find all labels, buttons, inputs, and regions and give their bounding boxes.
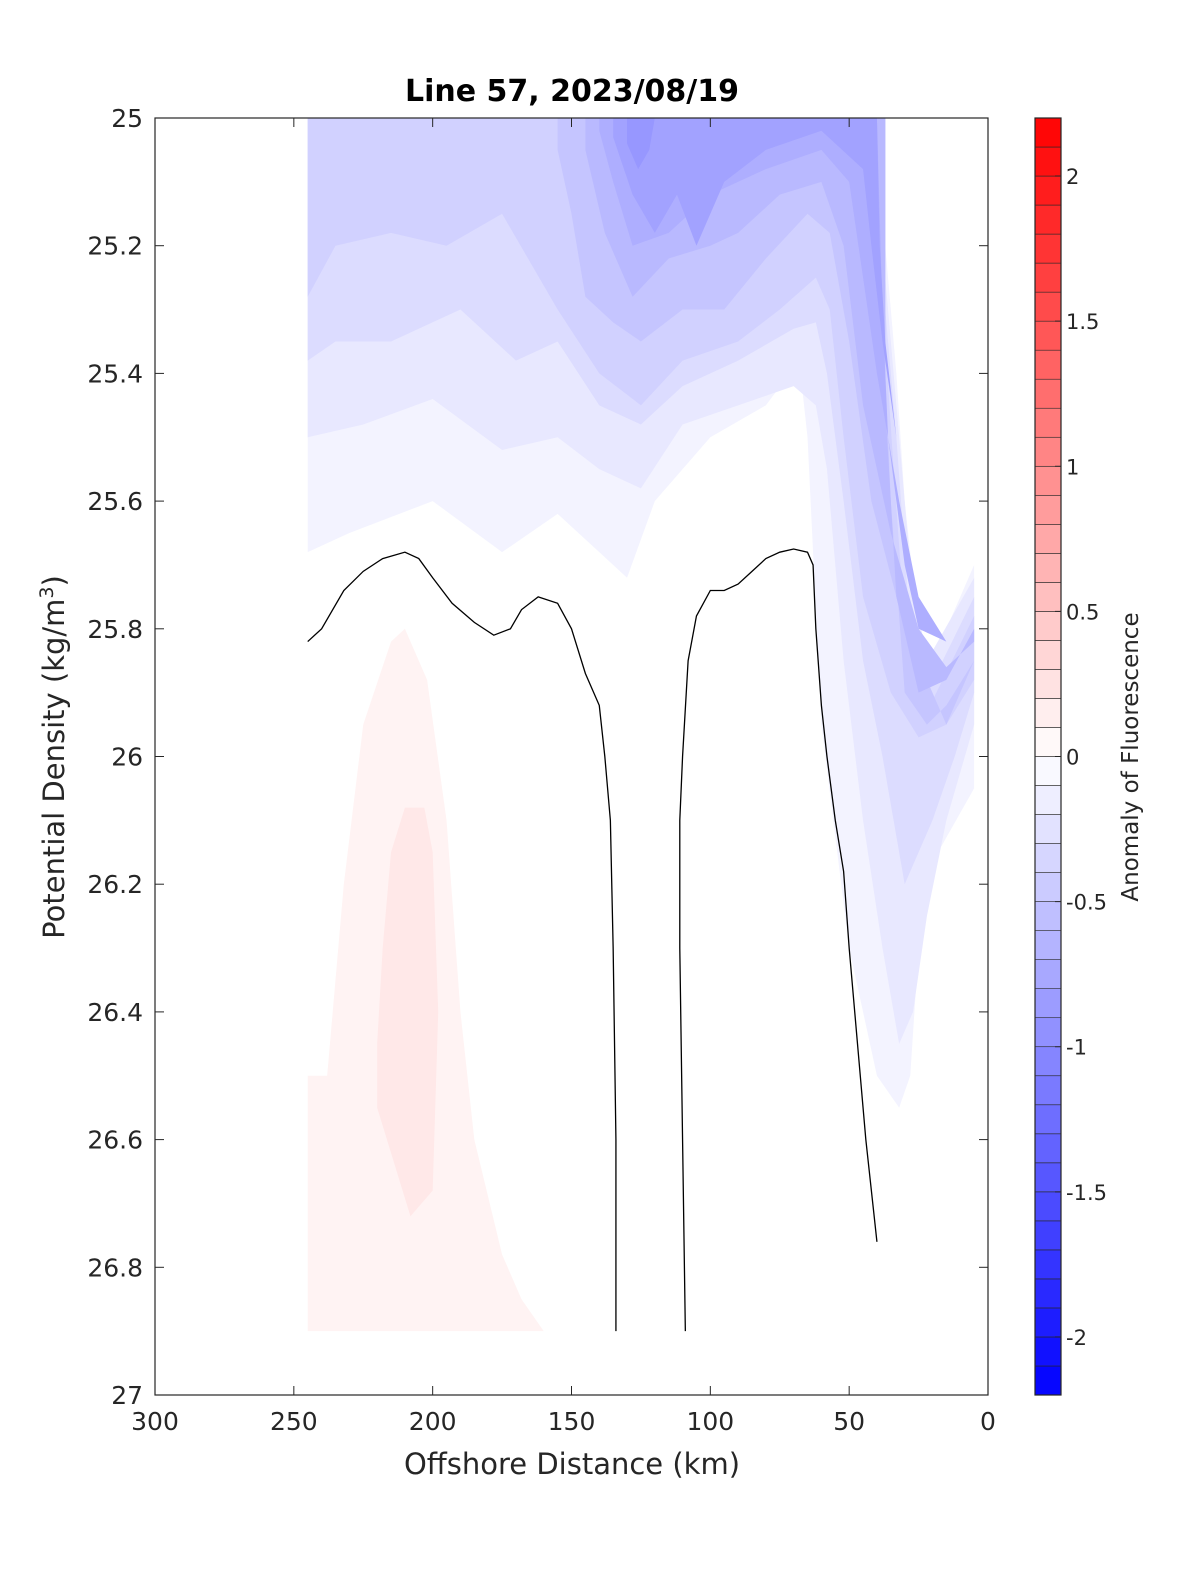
colorbar-step: [1034, 814, 1062, 844]
colorbar-step: [1034, 1220, 1062, 1251]
y-axis-label-close: ): [37, 575, 71, 586]
colorbar-step: [1034, 233, 1062, 264]
colorbar-step: [1034, 901, 1062, 931]
x-tick-label: 100: [686, 1407, 734, 1436]
colorbar-step: [1034, 349, 1062, 380]
colorbar-tick-label: 0.5: [1066, 600, 1099, 624]
x-axis-ticks: 300 250 200 150 100 50 0: [131, 118, 996, 1436]
negative-band-0.7: [599, 118, 947, 642]
colorbar-step: [1034, 465, 1062, 496]
colorbar-step: [1034, 436, 1062, 467]
negative-band-0.3: [307, 118, 975, 885]
x-tick-label: 50: [833, 1407, 865, 1436]
colorbar-step: [1034, 959, 1062, 989]
colorbar-tick-label: 1: [1066, 455, 1079, 479]
colorbar-step: [1034, 1307, 1062, 1338]
positive-band-0.2: [377, 807, 439, 1217]
x-tick-label: 0: [980, 1407, 996, 1436]
colorbar-tick-label: 1.5: [1066, 310, 1099, 334]
negative-band-0.4: [307, 118, 975, 738]
zero-contour-lines: [307, 548, 878, 1332]
zero-contour-inshore: [679, 548, 878, 1332]
x-tick-label: 200: [409, 1407, 457, 1436]
colorbar-step: [1034, 1162, 1062, 1193]
y-tick-label: 26.4: [87, 998, 143, 1027]
colorbar-tick-label: -1: [1066, 1036, 1087, 1060]
colorbar-step: [1034, 1017, 1062, 1048]
x-tick-label: 300: [131, 1407, 179, 1436]
colorbar-step: [1034, 146, 1062, 177]
colorbar-step: [1034, 175, 1062, 206]
colorbar-step: [1034, 872, 1062, 902]
chart-title: Line 57, 2023/08/19: [405, 74, 739, 109]
negative-band-0.2: [307, 118, 975, 1044]
colorbar-step: [1034, 988, 1062, 1019]
x-tick-label: 250: [270, 1407, 318, 1436]
y-tick-label: 25.6: [87, 487, 143, 516]
colorbar-step: [1034, 553, 1062, 583]
colorbar-tick-label: 2: [1066, 165, 1079, 189]
colorbar-tick-label: -0.5: [1066, 891, 1107, 915]
x-tick-label: 150: [548, 1407, 596, 1436]
y-axis-ticks: 25 25.2 25.4 25.6 25.8 26 26.2 26.4 26.6 26.8 27: [87, 104, 988, 1410]
colorbar-step: [1034, 524, 1062, 554]
colorbar-step: [1034, 1075, 1062, 1106]
colorbar-step: [1034, 1191, 1062, 1222]
colorbar-step: [1034, 843, 1062, 873]
colorbar-step: [1034, 640, 1062, 670]
colorbar-step: [1034, 1046, 1062, 1077]
y-tick-label: 26.2: [87, 870, 143, 899]
colorbar-step: [1034, 582, 1062, 612]
colorbar-tick-label: 0: [1066, 746, 1079, 770]
colorbar-step: [1034, 262, 1062, 293]
colorbar-step: [1034, 204, 1062, 235]
y-axis-label-superscript: 3: [36, 586, 58, 598]
y-tick-label: 25: [111, 104, 143, 133]
y-tick-label: 25.4: [87, 359, 143, 388]
colorbar-step: [1034, 669, 1062, 699]
y-tick-label: 25.8: [87, 615, 143, 644]
colorbar-step: [1034, 1336, 1062, 1367]
negative-band-0.8: [613, 118, 897, 438]
x-axis-label: Offshore Distance (km): [404, 1447, 740, 1481]
colorbar-step: [1034, 378, 1062, 409]
colorbar-step: [1034, 1249, 1062, 1280]
zero-contour-offshore: [307, 551, 617, 1332]
colorbar-step: [1034, 117, 1062, 148]
colorbar-step: [1034, 1133, 1062, 1164]
colorbar-step: [1034, 727, 1062, 757]
y-tick-label: 26: [111, 743, 143, 772]
colorbar-ticks: -2 -1.5 -1 -0.5 0 0.5 1 1.5 2: [1055, 165, 1107, 1350]
colorbar-label: Anomaly of Fluorescence: [1118, 612, 1144, 901]
colorbar-step: [1034, 407, 1062, 438]
y-tick-label: 26.6: [87, 1126, 143, 1155]
colorbar-step: [1034, 611, 1062, 641]
colorbar-step: [1034, 494, 1062, 525]
colorbar-step: [1034, 785, 1062, 815]
colorbar-step: [1034, 1104, 1062, 1135]
colorbar-step: [1034, 1365, 1062, 1396]
colorbar-step: [1034, 291, 1062, 322]
colorbar-tick-label: -1.5: [1066, 1181, 1107, 1205]
colorbar-tick-label: -2: [1066, 1326, 1087, 1350]
negative-band-0.9: [627, 118, 655, 170]
colorbar-step: [1034, 1278, 1062, 1309]
colorbar-step: [1034, 320, 1062, 351]
y-tick-label: 27: [111, 1381, 143, 1410]
colorbar-step: [1034, 756, 1062, 786]
y-tick-label: 26.8: [87, 1253, 143, 1282]
filled-contour-regions: [307, 118, 975, 1332]
colorbar-step: [1034, 930, 1062, 960]
colorbar-step: [1034, 698, 1062, 728]
y-axis-label-main: Potential Density (kg/m: [37, 599, 71, 939]
y-axis-label: Potential Density (kg/m3): [36, 575, 71, 939]
y-tick-label: 25.2: [87, 232, 143, 261]
